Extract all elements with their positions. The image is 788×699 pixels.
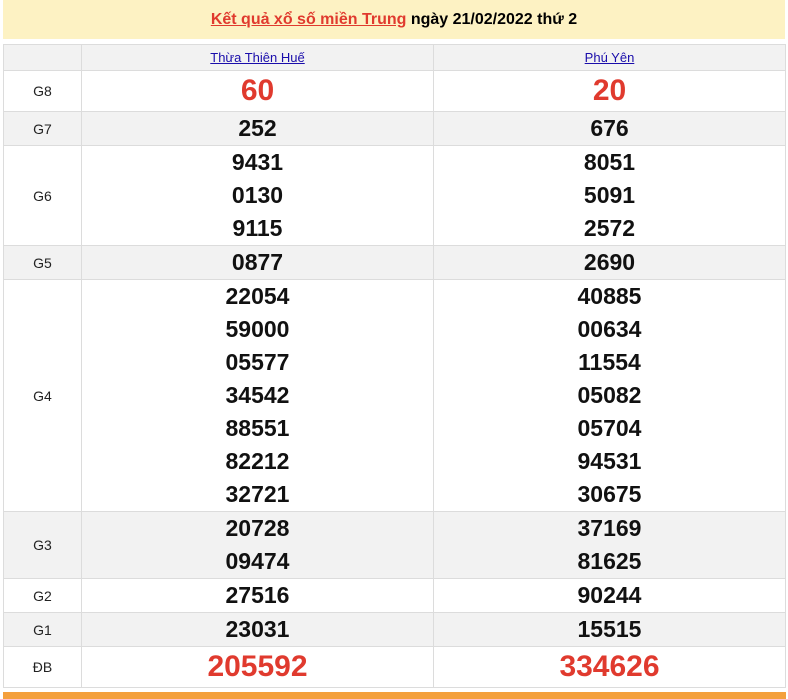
prize-cell: 90244 [433, 578, 786, 613]
prize-number: 334626 [559, 650, 660, 683]
bottom-bar [3, 692, 786, 699]
prize-label: G1 [3, 612, 82, 647]
prize-label: G8 [3, 70, 82, 112]
prize-label: G3 [3, 511, 82, 579]
prize-number: 82212 [225, 448, 290, 474]
prize-number: 37169 [577, 515, 642, 541]
prize-number: 2690 [583, 249, 636, 275]
prize-number: 88551 [225, 415, 290, 441]
prize-number: 0877 [231, 249, 284, 275]
prize-number: 11554 [578, 349, 641, 375]
province-link[interactable]: Phú Yên [584, 50, 635, 65]
prize-row: G4 22054 59000 05577 34542 88551 82212 32721 408… [3, 279, 786, 512]
prize-number: 05082 [577, 382, 642, 408]
prize-label: G4 [3, 279, 82, 512]
province-header: Thừa Thiên Huế [81, 44, 434, 71]
prize-cell: 9431 0130 9115 [81, 145, 434, 246]
prize-cell: 2690 [433, 245, 786, 280]
prize-cell: 205592 [81, 646, 434, 688]
prize-number: 27516 [225, 582, 290, 608]
prize-number: 22054 [225, 283, 290, 309]
prize-row: G1 23031 15515 [3, 612, 786, 647]
prize-cell: 37169 81625 [433, 511, 786, 579]
prize-row: G7 252 676 [3, 111, 786, 146]
prize-number: 9431 [231, 149, 284, 175]
prize-number: 2572 [583, 215, 636, 241]
prize-number: 676 [590, 115, 629, 141]
prize-label: G7 [3, 111, 82, 146]
prize-number: 81625 [577, 548, 642, 574]
prize-label: G6 [3, 145, 82, 246]
prize-cell: 252 [81, 111, 434, 146]
prize-number: 60 [240, 74, 275, 107]
prize-number: 30675 [577, 481, 642, 507]
prize-number: 32721 [225, 481, 290, 507]
prize-cell: 40885 00634 11554 05082 05704 94531 30675 [433, 279, 786, 512]
prize-cell: 20 [433, 70, 786, 112]
prize-row: G8 60 20 [3, 70, 786, 112]
prize-number: 23031 [225, 616, 290, 642]
prize-cell: 27516 [81, 578, 434, 613]
prize-label: ĐB [3, 646, 82, 688]
prize-label: G2 [3, 578, 82, 613]
prize-number: 05577 [225, 349, 290, 375]
prize-number: 94531 [577, 448, 642, 474]
results-table: Thừa Thiên Huế Phú Yên G8 60 20 G7 252 676 G6 9… [3, 44, 786, 688]
prize-number: 8051 [583, 149, 636, 175]
prize-number: 5091 [583, 182, 636, 208]
province-link[interactable]: Thừa Thiên Huế [210, 50, 305, 65]
prize-number: 9115 [232, 215, 283, 241]
prize-number: 205592 [207, 650, 308, 683]
prize-number: 09474 [225, 548, 290, 574]
prize-cell: 334626 [433, 646, 786, 688]
province-header: Phú Yên [433, 44, 786, 71]
prize-row: G6 9431 0130 9115 8051 5091 2572 [3, 145, 786, 246]
prize-number: 05704 [577, 415, 642, 441]
prize-row: ĐB 205592 334626 [3, 646, 786, 688]
date-text: ngày 21/02/2022 thứ 2 [406, 11, 578, 28]
prize-cell: 15515 [433, 612, 786, 647]
results-title: Kết quả xổ số miền Trung ngày 21/02/2022… [3, 0, 785, 39]
prize-label: G5 [3, 245, 82, 280]
province-header-row: Thừa Thiên Huế Phú Yên [3, 44, 786, 71]
prize-cell: 676 [433, 111, 786, 146]
prize-number: 40885 [577, 283, 642, 309]
prize-number: 0130 [231, 182, 284, 208]
prize-cell: 20728 09474 [81, 511, 434, 579]
prize-number: 00634 [577, 316, 642, 342]
prize-cell: 0877 [81, 245, 434, 280]
prize-number: 252 [238, 115, 277, 141]
prize-cell: 22054 59000 05577 34542 88551 82212 32721 [81, 279, 434, 512]
prize-cell: 23031 [81, 612, 434, 647]
prize-row: G3 20728 09474 37169 81625 [3, 511, 786, 579]
prize-label-header [3, 44, 82, 71]
prize-cell: 60 [81, 70, 434, 112]
prize-number: 59000 [225, 316, 290, 342]
prize-row: G5 0877 2690 [3, 245, 786, 280]
prize-number: 15515 [577, 616, 642, 642]
prize-row: G2 27516 90244 [3, 578, 786, 613]
prize-number: 20728 [225, 515, 290, 541]
prize-number: 34542 [225, 382, 290, 408]
prize-number: 20 [592, 74, 627, 107]
region-results-link[interactable]: Kết quả xổ số miền Trung [210, 11, 407, 28]
prize-cell: 8051 5091 2572 [433, 145, 786, 246]
prize-number: 90244 [577, 582, 642, 608]
